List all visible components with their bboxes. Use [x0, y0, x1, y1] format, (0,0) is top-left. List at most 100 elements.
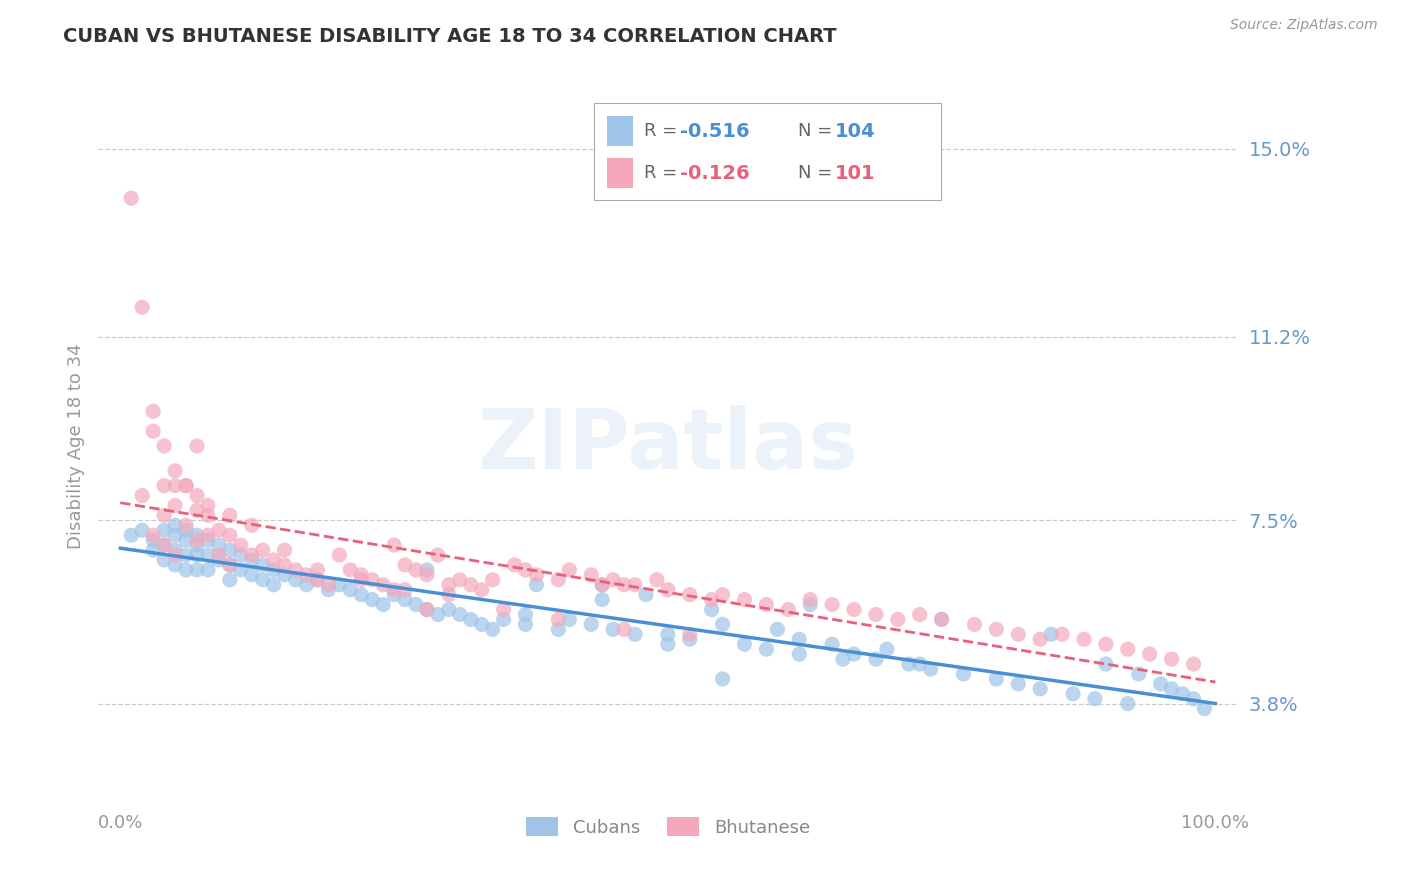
- Point: [558, 563, 581, 577]
- Point: [318, 578, 340, 592]
- Point: [1007, 677, 1029, 691]
- Point: [897, 657, 920, 671]
- Point: [295, 578, 318, 592]
- Point: [887, 612, 910, 626]
- Point: [865, 607, 887, 622]
- Point: [218, 558, 240, 572]
- Point: [240, 548, 263, 562]
- Point: [821, 598, 844, 612]
- Point: [471, 582, 494, 597]
- Point: [515, 607, 537, 622]
- Point: [1029, 681, 1052, 696]
- Point: [460, 612, 482, 626]
- Point: [492, 612, 515, 626]
- Point: [591, 592, 613, 607]
- Point: [405, 563, 427, 577]
- Point: [174, 548, 197, 562]
- Point: [307, 573, 329, 587]
- Point: [186, 489, 208, 503]
- Text: Source: ZipAtlas.com: Source: ZipAtlas.com: [1230, 18, 1378, 32]
- Point: [876, 642, 898, 657]
- Point: [437, 588, 460, 602]
- Point: [1073, 632, 1095, 647]
- Point: [165, 478, 187, 492]
- Point: [1116, 697, 1139, 711]
- Text: N =: N =: [797, 122, 838, 140]
- Point: [481, 623, 503, 637]
- Point: [197, 563, 219, 577]
- Point: [186, 503, 208, 517]
- Point: [591, 578, 613, 592]
- Point: [165, 499, 187, 513]
- Point: [1182, 657, 1205, 671]
- Point: [186, 548, 208, 562]
- Point: [186, 528, 208, 542]
- Point: [186, 439, 208, 453]
- Point: [1149, 677, 1171, 691]
- Point: [153, 439, 176, 453]
- Point: [263, 578, 285, 592]
- Point: [197, 548, 219, 562]
- Point: [318, 582, 340, 597]
- Point: [197, 528, 219, 542]
- Point: [492, 602, 515, 616]
- Point: [405, 598, 427, 612]
- Point: [986, 623, 1008, 637]
- Bar: [607, 159, 633, 188]
- Point: [799, 592, 821, 607]
- Point: [361, 592, 384, 607]
- Text: -0.126: -0.126: [681, 164, 749, 183]
- Point: [679, 632, 702, 647]
- Point: [1050, 627, 1073, 641]
- Point: [218, 508, 240, 523]
- Point: [174, 563, 197, 577]
- Y-axis label: Disability Age 18 to 34: Disability Age 18 to 34: [66, 343, 84, 549]
- Point: [131, 523, 153, 537]
- Point: [165, 518, 187, 533]
- Point: [613, 623, 636, 637]
- Point: [426, 607, 449, 622]
- Point: [1160, 652, 1182, 666]
- Point: [165, 464, 187, 478]
- Point: [142, 533, 165, 548]
- Point: [481, 573, 503, 587]
- Point: [755, 642, 778, 657]
- Point: [755, 598, 778, 612]
- Point: [307, 573, 329, 587]
- Point: [229, 548, 252, 562]
- Point: [526, 567, 548, 582]
- Point: [153, 508, 176, 523]
- Point: [382, 538, 405, 552]
- Point: [766, 623, 789, 637]
- Point: [416, 602, 439, 616]
- Point: [1062, 687, 1084, 701]
- Text: -0.516: -0.516: [681, 122, 749, 141]
- Point: [526, 578, 548, 592]
- Point: [547, 623, 569, 637]
- Point: [240, 553, 263, 567]
- Point: [328, 548, 350, 562]
- Point: [218, 558, 240, 572]
- Point: [394, 592, 416, 607]
- Point: [778, 602, 800, 616]
- Point: [426, 548, 449, 562]
- Text: N =: N =: [797, 164, 838, 182]
- Point: [252, 543, 274, 558]
- Text: 104: 104: [835, 122, 876, 141]
- Point: [931, 612, 953, 626]
- Point: [208, 548, 231, 562]
- Point: [361, 573, 384, 587]
- Point: [350, 588, 373, 602]
- Point: [645, 573, 668, 587]
- Point: [1139, 647, 1161, 661]
- Text: 101: 101: [835, 164, 876, 183]
- Point: [657, 582, 679, 597]
- Point: [394, 558, 416, 572]
- Point: [700, 592, 723, 607]
- Point: [284, 563, 307, 577]
- Point: [416, 567, 439, 582]
- Point: [1029, 632, 1052, 647]
- Point: [558, 612, 581, 626]
- Point: [842, 647, 865, 661]
- Point: [1084, 691, 1107, 706]
